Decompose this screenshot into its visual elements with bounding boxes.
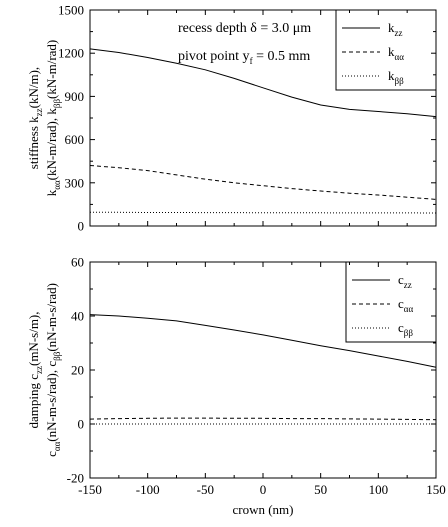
y-tick-label: 300 [65,175,85,190]
legend-label: kαα [388,44,404,62]
y-axis-title-line1: damping czz(mN-s/m), [26,311,44,428]
y-tick-label: -20 [67,471,84,486]
plot-frame [89,9,437,227]
series-line-k-ββ [90,211,437,214]
x-axis-title: crown (nm) [232,502,293,517]
legend-label: cββ [398,320,413,338]
chart-panel-1: 0 300 600 900 1200 1500 kzz kαα kββ stiffness kzz… [26,3,437,234]
y-tick-label: 900 [65,89,85,104]
legend-label: kββ [388,68,404,86]
legend-box [345,261,437,343]
x-tick-label: -50 [197,482,214,497]
series-line-k-zz [89,48,437,118]
series-line-c-zz [89,314,437,368]
legend-label: cαα [398,296,413,314]
annotation-pivot-point: pivot point yf = 0.5 mm [178,49,310,66]
y-tick-label: 40 [71,309,84,324]
legend-label: czz [398,272,412,290]
y-tick-label: 600 [65,132,85,147]
y-tick-label: 60 [71,255,84,270]
y-tick-label: 1500 [58,3,84,18]
chart-panel-2: -150 -100 -50 0 50 100 150 -20 0 20 40 60 czz cαα cββ d… [26,255,446,518]
y-tick-label: 1200 [58,46,84,61]
y-axis-title-line2: cαα(nN-m-s/rad), cββ(nN-m-s/rad) [44,283,62,457]
y-tick-label: 20 [71,363,84,378]
x-tick-label: 0 [260,482,267,497]
series-line-k-αα [89,165,437,200]
series-line-c-αα [89,417,437,421]
x-tick-label: 150 [426,482,446,497]
x-tick-label: 50 [314,482,327,497]
legend-label: kzz [388,20,403,38]
y-tick-label: 0 [78,219,85,234]
x-tick-label: -100 [136,482,160,497]
x-tick-label: 100 [369,482,389,497]
legend-box [335,9,437,91]
y-tick-label: 0 [78,417,85,432]
annotation-recess-depth: recess depth δ = 3.0 μm [178,21,311,36]
y-axis-title-line2: kαα(kN-m/rad), kββ(kN-m/rad) [44,40,62,197]
plot-frame [89,261,437,479]
y-axis-title-line1: stiffness kzz(kN/m), [26,67,44,169]
x-tick-label: -150 [78,482,102,497]
